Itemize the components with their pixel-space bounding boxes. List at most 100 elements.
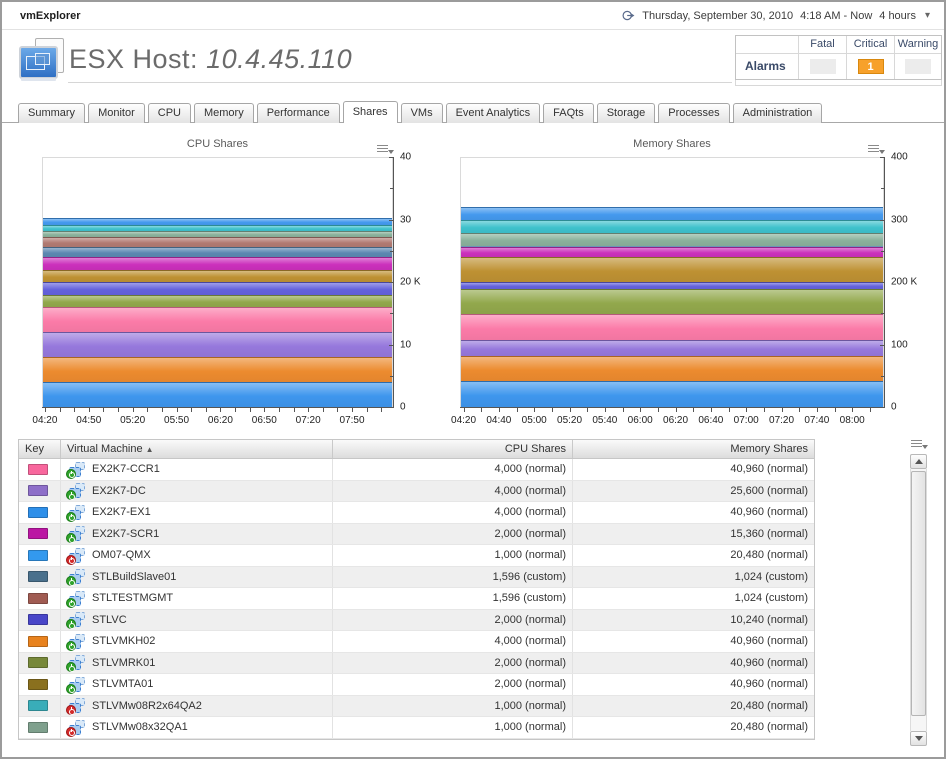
x-tick xyxy=(235,407,237,412)
vm-icon-power-on xyxy=(66,633,85,651)
memory-shares-cell: 40,960 (normal) xyxy=(730,463,808,476)
table-scrollbar xyxy=(910,454,927,746)
column-header-memory-shares[interactable]: Memory Shares xyxy=(730,443,808,455)
x-tick xyxy=(191,407,193,412)
vm-row-stlvc[interactable]: STLVC 2,000 (normal) 10,240 (normal) xyxy=(19,609,814,631)
scroll-up-button[interactable] xyxy=(910,454,927,469)
vm-icon-power-on xyxy=(66,526,85,544)
y-tick-label: 20 K xyxy=(400,276,421,288)
scroll-down-icon xyxy=(914,736,923,741)
memory-shares-cell: 15,360 (normal) xyxy=(730,527,808,540)
memory-shares-cell: 25,600 (normal) xyxy=(730,484,808,497)
vm-key-cell xyxy=(19,566,61,587)
x-tick xyxy=(728,407,730,412)
tab-memory[interactable]: Memory xyxy=(193,103,254,123)
x-tick-label: 07:50 xyxy=(339,415,365,426)
time-range-duration: 4 hours xyxy=(879,9,916,22)
vm-icon-power-on xyxy=(66,569,85,587)
series-band-stltestmgmt xyxy=(461,245,883,247)
series-band-stlvmta01 xyxy=(461,256,883,283)
vm-row-stlvmw08x32qa1[interactable]: STLVMw08x32QA1 1,000 (normal) 20,480 (norm… xyxy=(19,717,814,739)
x-tick-label: 05:40 xyxy=(592,415,618,426)
alarms-warning-cell[interactable] xyxy=(894,54,941,79)
scrollbar-thumb[interactable] xyxy=(911,471,926,716)
vm-name-cell: EX2K7-CCR1 xyxy=(61,459,333,480)
power-state-icon xyxy=(66,705,76,716)
alarms-fatal-cell[interactable] xyxy=(798,54,846,79)
vm-row-stlvmw08r2x64qa2[interactable]: STLVMw08R2x64QA2 1,000 (normal) 20,480 (no… xyxy=(19,695,814,717)
vm-row-stlvmkh02[interactable]: STLVMKH02 4,000 (normal) 40,960 (normal) xyxy=(19,631,814,653)
tab-processes[interactable]: Processes xyxy=(658,103,730,123)
chart-menu-icon[interactable] xyxy=(377,144,394,157)
series-band-stlvmw08r2x64qa2 xyxy=(461,220,883,233)
alarms-critical-cell[interactable]: 1 xyxy=(846,54,894,79)
x-tick xyxy=(381,407,383,412)
tab-summary[interactable]: Summary xyxy=(18,103,86,123)
scroll-down-button[interactable] xyxy=(910,731,927,746)
memory-shares-cell: 20,480 (normal) xyxy=(730,699,808,712)
tab-vms[interactable]: VMs xyxy=(400,103,443,123)
vm-row-ex2k7-ex1[interactable]: EX2K7-EX1 4,000 (normal) 40,960 (normal) xyxy=(19,502,814,524)
column-header-virtual-machine[interactable]: Virtual Machine ▲ xyxy=(61,440,333,458)
chart-menu-icon[interactable] xyxy=(868,144,885,157)
vm-row-stlvmta01[interactable]: STLVMTA01 2,000 (normal) 40,960 (normal) xyxy=(19,674,814,696)
y-minor-tick xyxy=(390,250,394,252)
vm-name-cell: EX2K7-DC xyxy=(61,480,333,501)
series-band-ex2k7-scr1 xyxy=(43,257,392,270)
series-band-om07-qmx xyxy=(43,218,392,225)
vm-row-stlvmrk01[interactable]: STLVMRK01 2,000 (normal) 40,960 (normal) xyxy=(19,652,814,674)
tab-storage[interactable]: Storage xyxy=(596,103,656,123)
vm-row-om07-qmx[interactable]: OM07-QMX 1,000 (normal) 20,480 (normal) xyxy=(19,545,814,567)
memory-shares-chart: Memory Shares 0 100 200 K 300 400 04:20 04:40 05… xyxy=(444,132,924,432)
vm-icon-power-off xyxy=(66,547,85,565)
vm-row-stlbuildslave01[interactable]: STLBuildSlave01 1,596 (custom) 1,024 (cust… xyxy=(19,566,814,588)
x-tick xyxy=(834,407,836,412)
tab-performance[interactable]: Performance xyxy=(256,103,340,123)
x-tick xyxy=(604,407,606,412)
tab-cpu[interactable]: CPU xyxy=(147,103,191,123)
x-tick xyxy=(746,407,748,412)
vm-key-cell xyxy=(19,652,61,673)
power-state-icon xyxy=(66,554,76,565)
vm-key-cell xyxy=(19,631,61,652)
vm-name-cell: STLVMTA01 xyxy=(61,674,333,695)
plot-area xyxy=(460,157,884,407)
x-tick-label: 06:40 xyxy=(698,415,724,426)
vm-row-ex2k7-scr1[interactable]: EX2K7-SCR1 2,000 (normal) 15,360 (normal) xyxy=(19,523,814,545)
y-tick-label: 100 xyxy=(891,339,908,350)
x-tick xyxy=(337,407,339,412)
memory-shares-cell: 20,480 (normal) xyxy=(730,549,808,562)
scrollbar-track[interactable] xyxy=(910,469,927,731)
y-tick-label: 0 xyxy=(891,401,897,413)
tab-faqts[interactable]: FAQts xyxy=(543,103,594,123)
x-tick-label: 04:20 xyxy=(451,415,477,426)
x-tick-label: 07:20 xyxy=(769,415,795,426)
vm-name: EX2K7-SCR1 xyxy=(92,527,160,540)
vm-name: OM07-QMX xyxy=(92,549,151,562)
power-state-icon xyxy=(66,662,76,673)
memory-shares-cell: 40,960 (normal) xyxy=(730,656,808,669)
scroll-up-icon xyxy=(914,459,923,464)
tab-monitor[interactable]: Monitor xyxy=(88,103,145,123)
vm-key-cell xyxy=(19,588,61,609)
series-band-stlvmw08x32qa1 xyxy=(43,230,392,238)
vm-icon-power-on xyxy=(66,655,85,673)
memory-shares-cell: 1,024 (custom) xyxy=(734,570,808,583)
tab-event-analytics[interactable]: Event Analytics xyxy=(445,103,541,123)
x-tick xyxy=(481,407,483,412)
power-state-icon xyxy=(66,576,76,587)
table-menu-icon[interactable] xyxy=(911,439,928,452)
series-color-swatch xyxy=(28,549,48,561)
time-range-selector[interactable]: Thursday, September 30, 2010 4:18 AM - N… xyxy=(622,9,930,22)
vm-key-cell xyxy=(19,609,61,630)
vm-row-ex2k7-dc[interactable]: EX2K7-DC 4,000 (normal) 25,600 (normal) xyxy=(19,480,814,502)
tab-shares[interactable]: Shares xyxy=(342,101,398,123)
tab-administration[interactable]: Administration xyxy=(732,103,823,123)
column-header-key[interactable]: Key xyxy=(19,440,61,458)
x-tick xyxy=(249,407,251,412)
vm-name: STLVMw08x32QA1 xyxy=(92,721,188,734)
vm-row-ex2k7-ccr1[interactable]: EX2K7-CCR1 4,000 (normal) 40,960 (normal) xyxy=(19,459,814,481)
page-title: ESX Host: 10.4.45.110 xyxy=(69,44,352,75)
column-header-cpu-shares[interactable]: CPU Shares xyxy=(333,440,573,458)
vm-row-stltestmgmt[interactable]: STLTESTMGMT 1,596 (custom) 1,024 (custom) xyxy=(19,588,814,610)
